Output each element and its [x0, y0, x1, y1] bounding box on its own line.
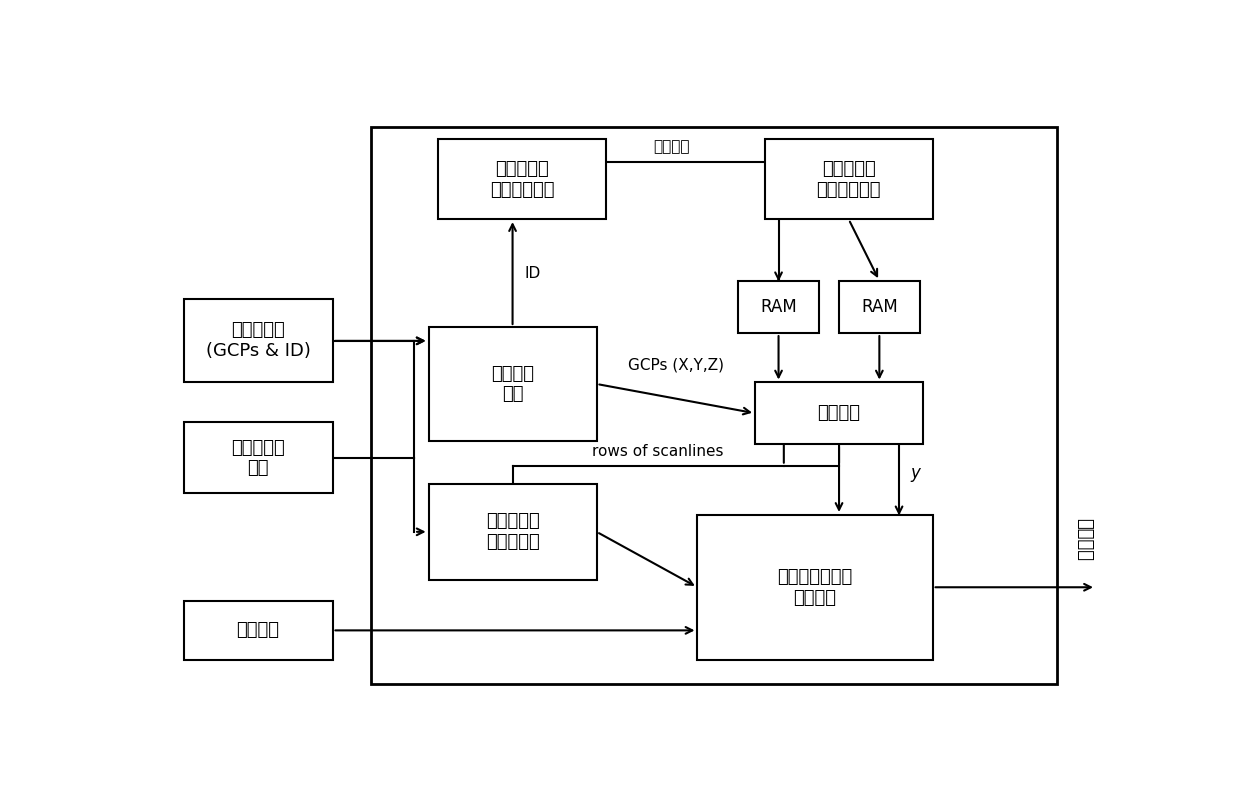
- FancyBboxPatch shape: [183, 422, 332, 494]
- Text: 模板影像
选取: 模板影像 选取: [491, 365, 534, 403]
- Text: 姿态和轨道
数据: 姿态和轨道 数据: [232, 438, 285, 478]
- FancyBboxPatch shape: [839, 281, 921, 333]
- FancyBboxPatch shape: [764, 139, 933, 219]
- Text: GCPs (X,Y,Z): GCPs (X,Y,Z): [628, 358, 724, 373]
- Text: 外部存储器
(GCPs & ID): 外部存储器 (GCPs & ID): [206, 322, 311, 360]
- FancyBboxPatch shape: [183, 601, 332, 660]
- FancyBboxPatch shape: [429, 327, 597, 441]
- Text: y: y: [911, 464, 921, 482]
- Text: ID: ID: [524, 266, 540, 281]
- Text: 目标模板: 目标模板: [654, 139, 690, 154]
- Text: RAM: RAM: [861, 298, 898, 316]
- FancyBboxPatch shape: [429, 484, 597, 579]
- Text: 外方位元素
的初值计算: 外方位元素 的初值计算: [486, 513, 539, 551]
- FancyBboxPatch shape: [755, 382, 923, 444]
- Text: 影像匹配: 影像匹配: [818, 404, 861, 422]
- Text: 纠正影像: 纠正影像: [1075, 518, 1093, 561]
- FancyBboxPatch shape: [439, 139, 606, 219]
- Text: RAM: RAM: [761, 298, 797, 316]
- Text: 外部存储器
（模板影像）: 外部存储器 （模板影像）: [489, 160, 554, 198]
- Text: 几何纠正模型的
平差计算: 几何纠正模型的 平差计算: [777, 568, 852, 606]
- Text: 相机参数: 相机参数: [237, 622, 280, 639]
- FancyBboxPatch shape: [698, 515, 933, 660]
- FancyBboxPatch shape: [737, 281, 819, 333]
- FancyBboxPatch shape: [183, 299, 332, 382]
- FancyBboxPatch shape: [370, 126, 1057, 684]
- Text: rows of scanlines: rows of scanlines: [592, 445, 724, 459]
- Text: 外部存储器
（卫星影像）: 外部存储器 （卫星影像）: [817, 160, 881, 198]
